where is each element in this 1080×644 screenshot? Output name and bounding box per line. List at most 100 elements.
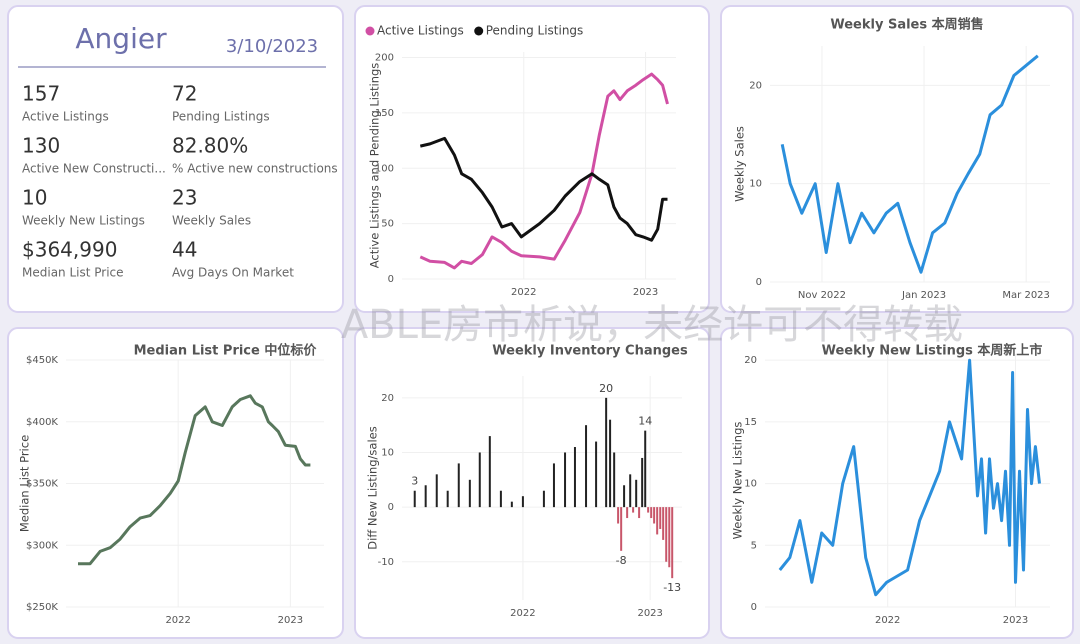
bar [665,507,668,562]
legend-label: Active Listings [377,24,464,38]
bar [638,507,641,519]
y-tick-label: 0 [756,277,762,288]
y-tick-label: 20 [749,80,762,91]
y-tick-label: 0 [751,602,757,613]
kpi-date: 3/10/2023 [226,36,318,57]
x-tick-label: 2023 [1003,615,1028,626]
data-label: 14 [638,415,652,428]
kpi-label: Weekly Sales [172,214,251,228]
kpi-title: Angier [75,22,167,55]
data-label: 3 [411,475,418,488]
y-tick-label: 100 [375,163,394,174]
y-tick-label: 10 [744,479,757,490]
bar [609,419,612,508]
bar [653,507,656,524]
bar [613,452,616,508]
bar [413,490,416,508]
y-tick-label: 20 [744,355,757,366]
kpi-panel [7,5,344,313]
y-axis-label: Active Listings and Pending Listings [368,63,382,269]
x-tick-label: 2023 [637,608,662,619]
bar [659,507,662,529]
bar [585,425,588,508]
legend-marker [474,26,484,36]
chart-title: Weekly Inventory Changes [492,344,688,359]
bar [573,447,576,508]
y-tick-label: 50 [381,219,394,230]
bar [617,507,620,524]
x-tick-label: 2023 [633,287,658,298]
kpi-label: Active New Constructi... [22,162,166,176]
kpi-value: 130 [22,134,60,158]
bar [552,463,555,508]
y-tick-label: 5 [751,540,757,551]
y-tick-label: $300K [26,540,58,551]
line [419,72,669,270]
y-axis-label: Diff New Listing/sales [366,426,380,549]
data-label: 20 [599,382,613,395]
panel [354,327,710,639]
line [419,136,668,242]
bar [671,507,674,579]
kpi-label: Pending Listings [172,110,270,124]
bar [641,457,644,508]
bar [510,501,513,508]
bar [564,452,567,508]
bar [478,452,481,508]
kpi-value: 72 [172,82,197,106]
x-tick-label: Mar 2023 [1002,290,1050,301]
bar [435,474,438,508]
kpi-value: 82.80% [172,134,248,158]
y-tick-label: 200 [375,53,394,64]
bar [521,496,524,508]
bar [647,507,650,513]
y-tick-label: $400K [26,417,58,428]
chart-title: Median List Price 中位标价 [134,343,318,359]
y-axis-label: Weekly New Listings [731,422,745,540]
x-tick-label: Nov 2022 [798,290,846,301]
y-tick-label: 10 [749,179,762,190]
y-tick-label: 0 [388,274,394,285]
y-tick-label: $350K [26,479,58,490]
y-tick-label: $250K [26,602,58,613]
legend-label: Pending Listings [486,24,584,38]
bar [468,479,471,508]
kpi-label: Weekly New Listings [22,214,145,228]
kpi-value: 157 [22,82,60,106]
kpi-value: $364,990 [22,238,117,262]
x-tick-label: 2022 [165,615,190,626]
kpi-label: Active Listings [22,110,109,124]
bar [656,507,659,535]
bar [457,463,460,508]
data-label: -13 [663,581,681,594]
y-tick-label: -10 [378,557,394,568]
bar [644,430,647,508]
legend-marker [365,26,375,36]
bar [488,436,491,508]
bar [623,485,626,508]
bar [629,474,632,508]
x-tick-label: 2022 [875,615,900,626]
bar [499,490,502,508]
line [780,54,1039,274]
y-tick-label: 20 [381,393,394,404]
kpi-value: 23 [172,186,197,210]
kpi-label: % Active new constructions [172,162,338,176]
kpi-label: Avg Days On Market [172,266,294,280]
y-tick-label: 10 [381,447,394,458]
charts: Active Listings and Pending Listings0501… [18,17,1050,626]
bar [605,397,608,508]
bar [446,490,449,508]
line [78,394,311,566]
chart-title: Weekly Sales 本周销售 [830,17,983,33]
y-tick-label: 150 [375,108,394,119]
bar [542,490,545,508]
y-tick-label: $450K [26,355,58,366]
y-tick-label: 0 [388,502,394,513]
x-tick-label: 2022 [510,608,535,619]
bar [662,507,665,540]
x-tick-label: 2022 [511,287,536,298]
x-tick-label: 2023 [278,615,303,626]
bar [668,507,671,568]
